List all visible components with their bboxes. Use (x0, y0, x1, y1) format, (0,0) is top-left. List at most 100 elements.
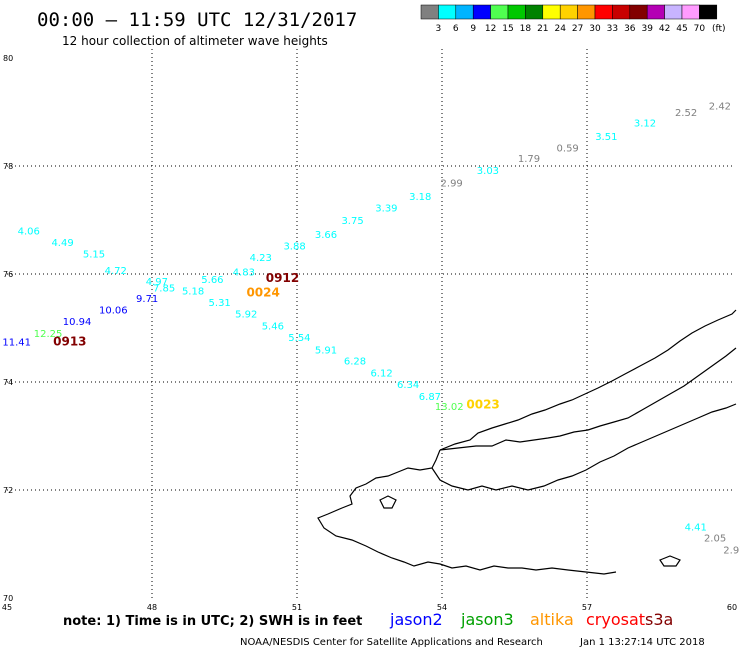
lat-tick-label: 72 (3, 486, 13, 495)
color-swatch (612, 4, 631, 20)
lon-tick-label: 45 (2, 603, 12, 612)
pass-number-label: 0024 (246, 286, 279, 300)
color-swatch (490, 4, 509, 20)
wave-height-label: 5.31 (209, 298, 231, 309)
color-scale-label: 39 (641, 24, 653, 34)
wave-height-label: 4.41 (685, 523, 707, 534)
wave-height-label: 5.18 (182, 287, 204, 298)
mission-altika: altika (530, 610, 574, 629)
legend-note: note: 1) Time is in UTC; 2) SWH is in fe… (63, 614, 362, 629)
wave-height-label: 2.05 (704, 533, 726, 544)
coastline-matochkin-shar (439, 347, 737, 451)
color-scale-label: 15 (502, 24, 513, 34)
color-swatch (507, 4, 526, 20)
coastline-kolguyev-island (379, 495, 397, 509)
wave-height-points: 4.06 4.49 5.154.72 4.977.85 5.18 9.71 10.06 10.… (2, 101, 740, 556)
color-scale-label: 9 (470, 24, 476, 34)
color-scale-label: 27 (572, 24, 583, 34)
color-swatch (629, 4, 648, 20)
chart-subtitle: 12 hour collection of altimeter wave hei… (62, 34, 328, 48)
wave-height-label: 3.18 (409, 192, 431, 203)
color-swatch (438, 4, 457, 20)
lat-tick-label: 76 (3, 270, 13, 279)
wave-height-label: 4.23 (250, 253, 272, 264)
wave-height-label: 4.97 (146, 277, 168, 288)
color-scale-label: 6 (453, 24, 459, 34)
wave-height-label: 9.71 (136, 294, 158, 305)
lon-tick-label: 48 (147, 603, 157, 612)
wave-height-label: 5.66 (201, 275, 223, 286)
chart-title: 00:00 – 11:59 UTC 12/31/2017 (37, 9, 357, 31)
color-swatch (646, 4, 665, 20)
coastline-novaya-zemlya-north (439, 309, 737, 451)
wave-height-label: 4.06 (18, 227, 40, 238)
color-swatch (525, 4, 544, 20)
wave-height-label: 5.92 (235, 310, 257, 321)
color-scale-unit: (ft) (712, 24, 726, 34)
wave-height-label: 0.59 (557, 143, 579, 154)
color-scale-label: 3 (436, 24, 442, 34)
wave-height-label: 2.99 (441, 179, 463, 190)
color-scale-label: 70 (694, 24, 706, 34)
wave-height-label: 4.83 (233, 268, 255, 279)
color-swatch (472, 4, 491, 20)
color-swatch (681, 4, 700, 20)
coastline-small-island (659, 555, 681, 567)
wave-height-label: 11.41 (2, 337, 31, 348)
wave-height-label: 2.52 (675, 108, 697, 119)
coastline-novaya-zemlya-south (317, 449, 617, 575)
wave-height-label: 3.75 (341, 216, 363, 227)
color-swatch (455, 4, 474, 20)
color-scale-bar: 3 6 9 12 15 18 21 24 27 30 33 36 39 42 45 70 (420, 4, 718, 34)
color-swatch (594, 4, 613, 20)
wave-height-label: 5.46 (262, 322, 284, 333)
wave-height-label: 3.88 (283, 242, 305, 253)
wave-height-label: 6.34 (397, 380, 419, 391)
color-swatch (664, 4, 683, 20)
color-swatch (542, 4, 561, 20)
lon-tick-label: 60 (727, 603, 737, 612)
wave-height-label: 6.87 (419, 392, 441, 403)
lat-tick-label: 78 (3, 162, 13, 171)
color-swatch (420, 4, 439, 20)
color-scale-label: 21 (537, 24, 548, 34)
color-scale-label: 30 (589, 24, 601, 34)
wave-height-label: 6.12 (370, 369, 392, 380)
wave-height-label: 5.54 (288, 333, 310, 344)
wave-height-label: 10.06 (99, 305, 128, 316)
wave-height-label: 2.97 (723, 546, 740, 557)
coastline (317, 309, 737, 575)
mission-legend: jason2 jason3 altika cryosat s3a (389, 610, 673, 629)
wave-height-label: 4.72 (105, 266, 127, 277)
lat-tick-label: 80 (3, 54, 13, 63)
color-scale-label: 33 (607, 24, 618, 34)
color-swatch (699, 4, 718, 20)
color-scale-label: 18 (520, 24, 532, 34)
lon-tick-label: 57 (582, 603, 592, 612)
axis-ticks: 45 48 51 54 57 60 70 72 74 76 78 80 (2, 54, 737, 612)
color-swatch (577, 4, 596, 20)
lon-tick-label: 51 (292, 603, 302, 612)
color-scale-label: 12 (485, 24, 496, 34)
wave-height-label: 3.39 (375, 203, 397, 214)
wave-height-label: 5.15 (83, 249, 105, 260)
color-scale-label: 45 (676, 24, 687, 34)
color-scale-label: 42 (659, 24, 670, 34)
wave-height-label: 13.02 (435, 402, 464, 413)
wave-height-label: 12.25 (34, 329, 63, 340)
pass-number-label: 0912 (266, 271, 299, 285)
wave-height-label: 5.91 (315, 345, 337, 356)
wave-height-label: 3.03 (477, 166, 499, 177)
wave-height-label: 1.79 (518, 154, 540, 165)
mission-cryosat: cryosat (586, 610, 645, 629)
wave-height-label: 6.28 (344, 357, 366, 368)
mission-s3a: s3a (645, 610, 673, 629)
wave-height-label: 7.85 (153, 283, 175, 294)
pass-number-label: 0023 (466, 397, 499, 411)
color-scale-label: 24 (554, 24, 566, 34)
plot-frame (7, 58, 732, 598)
footer-timestamp: Jan 1 13:27:14 UTC 2018 (579, 637, 705, 648)
color-swatch (559, 4, 578, 20)
